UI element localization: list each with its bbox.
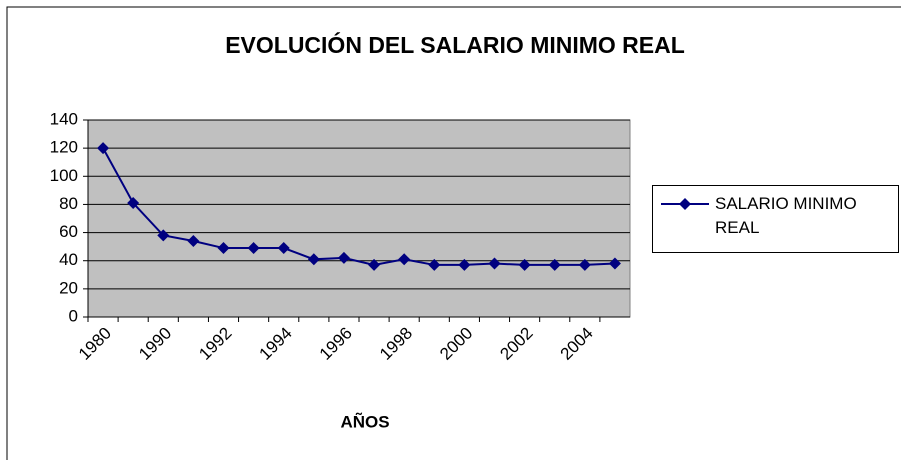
point-marker xyxy=(608,257,621,270)
y-tick-label: 0 xyxy=(69,306,78,325)
y-tick-label: 40 xyxy=(59,250,78,269)
x-axis-title: AÑOS xyxy=(340,411,389,431)
point-marker xyxy=(217,242,230,255)
y-tick-label: 140 xyxy=(50,109,78,128)
point-marker xyxy=(337,251,350,264)
legend-marker xyxy=(679,198,691,210)
point-marker xyxy=(157,229,170,242)
point-marker xyxy=(578,258,591,271)
point-marker xyxy=(398,253,411,266)
y-tick-label: 100 xyxy=(50,166,78,185)
point-marker xyxy=(518,258,531,271)
point-marker xyxy=(428,258,441,271)
legend-symbol xyxy=(661,198,709,210)
point-marker xyxy=(458,258,471,271)
legend: SALARIO MINIMO REAL xyxy=(652,185,899,253)
point-marker xyxy=(368,258,381,271)
point-marker xyxy=(127,197,140,210)
point-marker xyxy=(307,253,320,266)
point-marker xyxy=(548,258,561,271)
y-tick-label: 80 xyxy=(59,194,78,213)
point-marker xyxy=(488,257,501,270)
point-marker xyxy=(97,142,110,155)
y-tick-label: 120 xyxy=(50,138,78,157)
point-marker xyxy=(187,235,200,248)
legend-label: SALARIO MINIMO REAL xyxy=(715,194,857,237)
chart-title: EVOLUCIÓN DEL SALARIO MINIMO REAL xyxy=(225,31,685,58)
y-tick-label: 20 xyxy=(59,278,78,297)
point-marker xyxy=(277,242,290,255)
plot-area xyxy=(87,119,631,318)
y-tick-label: 60 xyxy=(59,222,78,241)
point-marker xyxy=(247,242,260,255)
